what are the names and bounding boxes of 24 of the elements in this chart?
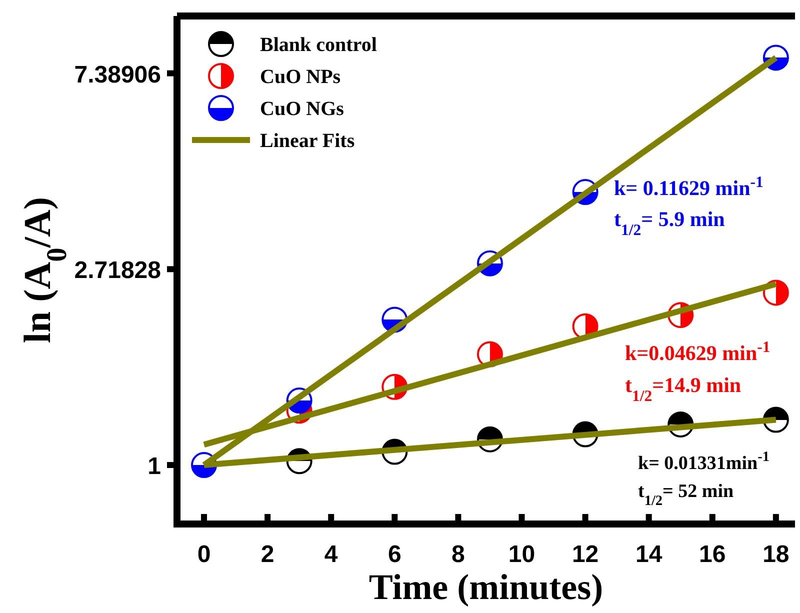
x-tick-label: 12 — [572, 541, 599, 568]
legend-label: Blank control — [260, 34, 378, 56]
x-tick-label: 10 — [508, 541, 536, 568]
legend-label: CuO NPs — [260, 66, 341, 88]
x-tick-label: 2 — [260, 541, 274, 568]
annotation: t$_{1/2}$=14.9 min — [625, 373, 742, 404]
x-tick-label: 14 — [635, 541, 663, 568]
y-tick-label: 7.38906 — [74, 61, 161, 88]
annotation: t$_{1/2}$= 5.9 min — [614, 207, 726, 238]
x-tick-label: 4 — [324, 541, 338, 568]
x-tick-label: 6 — [388, 541, 402, 568]
legend-label: CuO NGs — [260, 98, 344, 120]
x-tick-label: 18 — [762, 541, 790, 568]
x-tick-label: 0 — [197, 541, 211, 568]
x-axis-title: Time (minutes) — [368, 567, 604, 607]
annotation: k=0.04629 min$^{-1}$ — [625, 338, 770, 365]
annotation: k= 0.11629 min$^{-1}$ — [614, 174, 764, 200]
y-tick-label: 2.71828 — [74, 257, 161, 284]
x-tick-label: 8 — [452, 541, 465, 568]
y-tick-label: 1 — [148, 453, 161, 480]
legend-label: Linear Fits — [260, 130, 355, 152]
x-tick-label: 16 — [699, 541, 726, 568]
annotation: t$_{1/2}$= 52 min — [638, 481, 734, 509]
annotation: k= 0.01331min$^{-1}$ — [638, 449, 770, 474]
